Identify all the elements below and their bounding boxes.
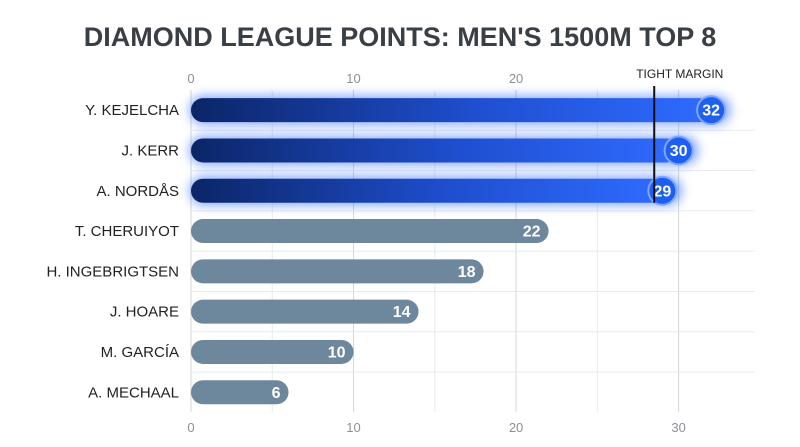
data-label: 32 — [702, 103, 720, 120]
category-label: J. HOARE — [110, 304, 179, 321]
data-label: 10 — [328, 344, 346, 361]
annotation-label: TIGHT MARGIN — [636, 67, 723, 81]
bar — [191, 178, 663, 203]
bar — [191, 219, 549, 244]
x-tick-label-bottom: 30 — [671, 420, 685, 435]
bar — [191, 138, 679, 163]
data-label: 14 — [393, 304, 411, 321]
category-label: M. GARCÍA — [101, 344, 179, 361]
annotation: TIGHT MARGIN — [636, 67, 723, 203]
category-label: A. MECHAAL — [88, 384, 179, 401]
x-tick-label-top: 10 — [346, 71, 360, 86]
data-label: 6 — [272, 385, 281, 402]
data-label: 18 — [458, 264, 476, 281]
x-tick-label-bottom: 0 — [187, 420, 194, 435]
axis-ticks: 0 10 20 0 10 20 30 — [187, 71, 685, 435]
x-tick-label-bottom: 20 — [509, 420, 523, 435]
value-badge — [663, 135, 694, 166]
bar — [191, 98, 712, 123]
bar — [191, 299, 419, 324]
value-badge — [647, 175, 678, 206]
category-label: H. INGEBRIGTSEN — [46, 263, 179, 280]
category-label: Y. KEJELCHA — [85, 102, 179, 119]
category-label: A. NORDÅS — [96, 183, 179, 200]
category-labels: Y. KEJELCHA J. KERR A. NORDÅS T. CHERUIYOT H… — [46, 102, 179, 401]
bar — [191, 339, 354, 364]
bar — [191, 380, 289, 405]
x-tick-label-top: 20 — [509, 71, 523, 86]
chart-title: DIAMOND LEAGUE POINTS: MEN'S 1500M TOP 8 — [84, 22, 717, 52]
data-label: 29 — [653, 183, 671, 200]
x-tick-label-bottom: 10 — [346, 420, 360, 435]
category-label: T. CHERUIYOT — [75, 223, 179, 240]
x-tick-label-top: 0 — [187, 71, 194, 86]
value-badge — [696, 95, 727, 126]
data-label: 30 — [670, 143, 688, 160]
bar — [191, 259, 484, 284]
category-label: J. KERR — [121, 142, 179, 159]
bars: 32 30 29 22 18 14 10 6 — [189, 95, 732, 405]
data-label: 22 — [523, 224, 541, 241]
